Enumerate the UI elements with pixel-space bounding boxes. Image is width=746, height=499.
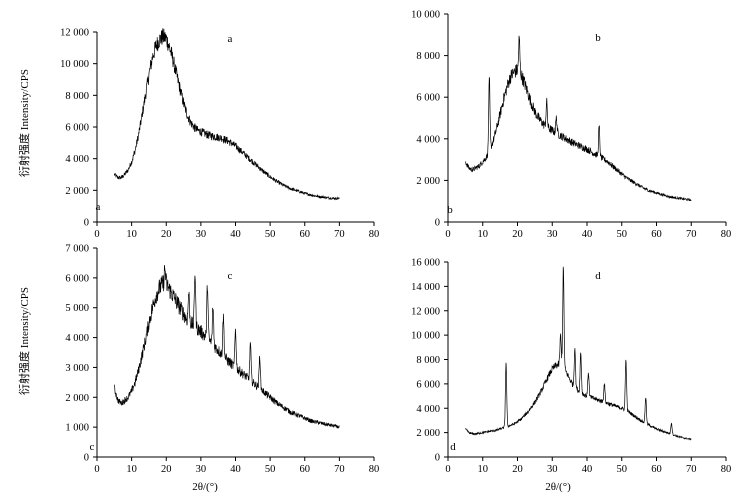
y-tick-label: 8 000 [416,355,440,366]
x-tick-label: 50 [265,464,276,475]
corner-letter: a [96,201,101,213]
x-tick-label: 10 [478,464,489,475]
y-tick-label: 6 000 [65,123,89,134]
xrd-series-line [113,264,340,429]
x-tick-label: 10 [478,229,489,240]
y-tick-label: 10 000 [411,331,440,342]
panel-c: 0 10 20 30 40 50 60 70 80 0 1 000 2 000 3 000 4 000 5 … [65,244,379,476]
x-tick-label: 40 [230,464,241,475]
x-tick-label: 20 [512,464,523,475]
x-axis-label-right: 2θ/(°) [545,481,571,493]
x-tick-label: 0 [445,229,450,240]
x-tick-label: 80 [369,229,380,240]
y-tick-label: 3 000 [65,363,89,374]
x-tick-label: 30 [196,229,207,240]
y-tick-label: 14 000 [411,282,440,293]
y-tick-label: 7 000 [65,244,89,255]
x-tick-label: 80 [721,229,732,240]
panel-letter: c [228,270,233,282]
y-tick-label: 0 [435,218,440,229]
y-tick-label: 12 000 [60,28,89,39]
panels: 0 10 20 30 40 50 60 70 80 0 2 000 4 000 6 000 8 000 10… [60,10,731,476]
panel-letter: b [595,32,601,44]
x-tick-label: 0 [94,229,99,240]
x-tick-label: 50 [265,229,276,240]
y-tick-label: 10 000 [60,59,89,70]
y-tick-label: 6 000 [416,379,440,390]
y-tick-label: 2 000 [416,428,440,439]
panel-a: 0 10 20 30 40 50 60 70 80 0 2 000 4 000 6 000 8 000 10… [60,28,379,241]
y-tick-label: 10 000 [411,10,440,21]
x-tick-label: 60 [651,464,662,475]
y-tick-label: 1 000 [65,423,89,434]
y-tick-label: 5 000 [65,303,89,314]
y-tick-label: 16 000 [411,258,440,269]
y-tick-label: 12 000 [411,306,440,317]
x-tick-label: 10 [126,464,137,475]
x-tick-label: 80 [369,464,380,475]
x-tick-label: 40 [582,464,593,475]
x-tick-label: 20 [512,229,523,240]
x-tick-label: 70 [686,464,697,475]
x-tick-label: 30 [547,229,558,240]
x-tick-label: 70 [334,464,345,475]
x-tick-label: 60 [651,229,662,240]
y-axis-label-bottom-text: 衍射强度 Intensity/CPS [17,287,31,395]
y-tick-label: 0 [435,453,440,464]
x-tick-label: 50 [617,229,628,240]
y-axis-label-top-text: 衍射强度 Intensity/CPS [17,69,31,177]
x-tick-label: 0 [445,464,450,475]
x-tick-label: 80 [721,464,732,475]
xrd-series-line [465,35,692,202]
x-tick-label: 30 [196,464,207,475]
x-tick-label: 20 [161,464,172,475]
y-tick-label: 6 000 [65,273,89,284]
y-axis-label-top: 衍射强度 Intensity/CPS [17,69,31,177]
x-tick-label: 50 [617,464,628,475]
y-tick-label: 8 000 [65,91,89,102]
y-tick-label: 4 000 [65,333,89,344]
y-tick-label: 0 [84,218,89,229]
x-tick-label: 40 [582,229,593,240]
x-tick-label: 10 [126,229,137,240]
y-tick-label: 6 000 [416,93,440,104]
xrd-series-line [465,266,692,441]
panel-letter: d [595,270,601,282]
corner-letter: d [450,441,456,453]
corner-letter: c [90,441,95,453]
xrd-series-line [113,28,340,201]
x-tick-label: 20 [161,229,172,240]
x-tick-label: 0 [94,464,99,475]
x-tick-label: 40 [230,229,241,240]
x-tick-label: 70 [686,229,697,240]
y-tick-label: 8 000 [416,51,440,62]
x-axis-label-left: 2θ/(°) [192,481,218,493]
panel-d: 0 10 20 30 40 50 60 70 80 0 2 000 4 000 6 000 8 000 10… [411,258,731,476]
y-tick-label: 4 000 [65,154,89,165]
y-tick-label: 4 000 [416,134,440,145]
y-axis-label-bottom: 衍射强度 Intensity/CPS [17,287,31,395]
x-tick-label: 60 [300,464,311,475]
y-tick-label: 2 000 [65,393,89,404]
y-tick-label: 0 [84,453,89,464]
x-tick-label: 30 [547,464,558,475]
panel-letter: a [228,33,233,45]
y-tick-label: 2 000 [416,176,440,187]
y-tick-label: 2 000 [65,186,89,197]
corner-letter: b [447,204,453,216]
y-tick-label: 4 000 [416,404,440,415]
panel-b: 0 10 20 30 40 50 60 70 80 0 2 000 4 000 6 000 8 000 10… [411,10,731,241]
x-tick-label: 70 [334,229,345,240]
x-tick-label: 60 [300,229,311,240]
